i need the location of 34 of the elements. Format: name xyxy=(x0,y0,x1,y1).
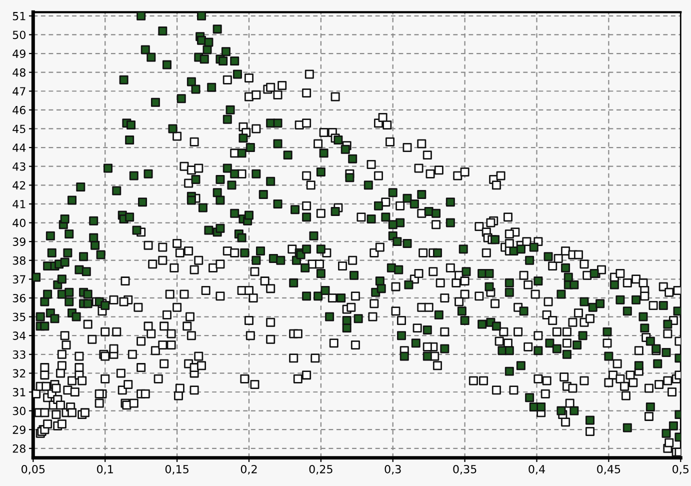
y-tick-label: 38 xyxy=(12,256,26,265)
y-tick-label: 42 xyxy=(12,181,26,190)
x-tick-label: 0,3 xyxy=(384,464,401,474)
x-tick-label: 0,25 xyxy=(309,464,332,474)
y-tick-label: 49 xyxy=(12,49,26,58)
y-tick-label: 51 xyxy=(12,12,26,20)
y-tick-label: 43 xyxy=(12,162,26,171)
y-tick-label: 47 xyxy=(12,87,26,96)
y-tick-label: 31 xyxy=(12,388,26,396)
x-tick-label: 0,35 xyxy=(453,464,476,474)
y-tick-label: 40 xyxy=(12,218,26,228)
y-tick-label: 36 xyxy=(12,294,26,302)
x-tick-label: 0,45 xyxy=(597,464,620,474)
y-tick-label: 50 xyxy=(12,30,26,40)
x-tick-label: 0,5 xyxy=(672,464,688,474)
y-tick-label: 48 xyxy=(12,68,26,77)
y-tick-label: 41 xyxy=(12,200,26,208)
y-tick-label: 44 xyxy=(12,144,26,152)
x-tick-label: 0,1 xyxy=(97,464,113,474)
y-tick-label: 37 xyxy=(12,275,26,284)
x-tick-label: 0,05 xyxy=(22,464,45,474)
y-tick-label: 32 xyxy=(12,369,26,378)
y-tick-label: 34 xyxy=(12,332,26,340)
y-tick-label: 39 xyxy=(12,238,26,246)
y-tick-label: 33 xyxy=(12,350,26,359)
y-tick-label: 46 xyxy=(12,106,26,114)
y-tick-label: 30 xyxy=(12,406,26,416)
y-tick-label: 45 xyxy=(12,124,26,134)
x-tick-label: 0,15 xyxy=(165,464,188,474)
y-tick-label: 35 xyxy=(12,312,26,322)
x-tick-label: 0,4 xyxy=(528,464,545,474)
y-tick-label: 28 xyxy=(12,444,26,453)
y-tick-label: 29 xyxy=(12,426,26,434)
x-tick-label: 0,2 xyxy=(240,464,257,474)
